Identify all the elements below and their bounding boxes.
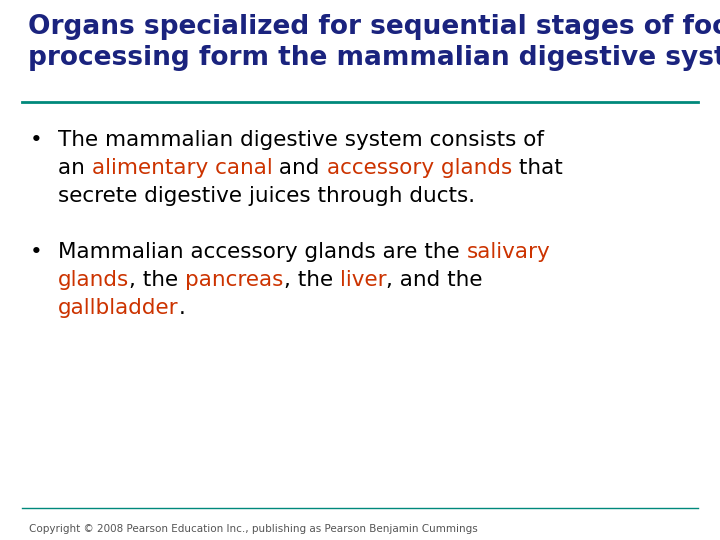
Text: .: . xyxy=(179,298,186,318)
Text: , the: , the xyxy=(130,270,185,290)
Text: salivary: salivary xyxy=(467,242,550,262)
Text: •: • xyxy=(30,242,42,262)
Text: •: • xyxy=(30,130,42,150)
Text: secrete digestive juices through ducts.: secrete digestive juices through ducts. xyxy=(58,186,475,206)
Text: that: that xyxy=(512,158,563,178)
Text: accessory glands: accessory glands xyxy=(327,158,512,178)
Text: pancreas: pancreas xyxy=(185,270,284,290)
Text: liver: liver xyxy=(340,270,386,290)
Text: and: and xyxy=(272,158,327,178)
Text: Organs specialized for sequential stages of food
processing form the mammalian d: Organs specialized for sequential stages… xyxy=(28,14,720,71)
Text: , the: , the xyxy=(284,270,340,290)
Text: gallbladder: gallbladder xyxy=(58,298,179,318)
Text: , and the: , and the xyxy=(386,270,482,290)
Text: Mammalian accessory glands are the: Mammalian accessory glands are the xyxy=(58,242,467,262)
Text: an: an xyxy=(58,158,91,178)
Text: Copyright © 2008 Pearson Education Inc., publishing as Pearson Benjamin Cummings: Copyright © 2008 Pearson Education Inc.,… xyxy=(29,523,477,534)
Text: The mammalian digestive system consists of: The mammalian digestive system consists … xyxy=(58,130,544,150)
Text: alimentary canal: alimentary canal xyxy=(91,158,272,178)
Text: glands: glands xyxy=(58,270,130,290)
